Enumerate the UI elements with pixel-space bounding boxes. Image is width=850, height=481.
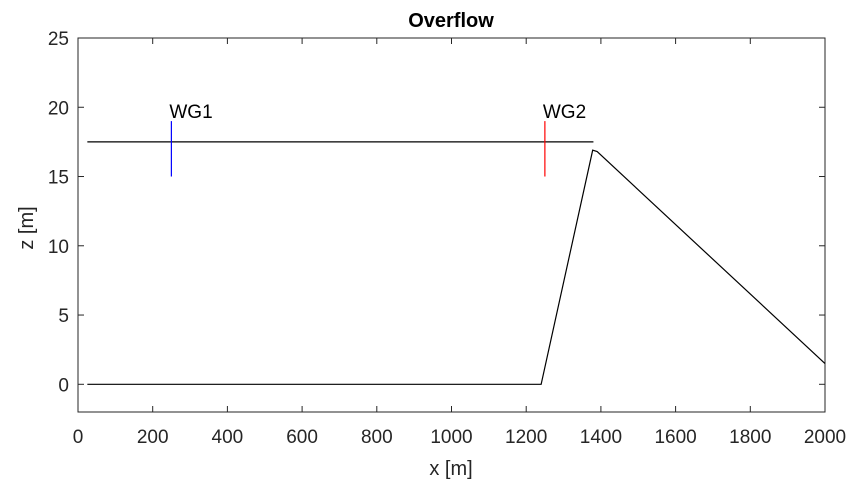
x-tick-label: 800 <box>361 427 393 448</box>
y-tick-label: 10 <box>48 237 69 258</box>
x-tick-label: 1200 <box>505 427 547 448</box>
plot-area: 0 200 400 600 800 1000 1200 1400 1600 1800 2000 0 5 1… <box>48 29 846 448</box>
bathymetry-line <box>87 149 826 385</box>
y-tick-label: 20 <box>48 98 69 119</box>
x-tick-label: 1400 <box>580 427 622 448</box>
x-tick-label: 600 <box>286 427 318 448</box>
x-tick-label: 1600 <box>654 427 696 448</box>
chart-title: Overflow <box>408 10 494 32</box>
x-tick-label: 1000 <box>430 427 472 448</box>
x-tick-label: 200 <box>137 427 169 448</box>
annotation-wg2: WG2 <box>543 102 586 123</box>
annotation-wg1: WG1 <box>169 102 212 123</box>
y-axis-label: z [m] <box>16 206 38 249</box>
x-tick-label: 1800 <box>729 427 771 448</box>
y-tick-label: 5 <box>58 306 69 327</box>
y-tick-label: 0 <box>58 375 69 396</box>
y-tick-label: 25 <box>48 29 69 50</box>
y-tick-label: 15 <box>48 168 69 189</box>
x-tick-label: 400 <box>212 427 244 448</box>
x-tick-label: 2000 <box>804 427 846 448</box>
axes-box <box>77 37 826 413</box>
x-axis-label: x [m] <box>429 458 472 480</box>
x-tick-label: 0 <box>73 427 84 448</box>
